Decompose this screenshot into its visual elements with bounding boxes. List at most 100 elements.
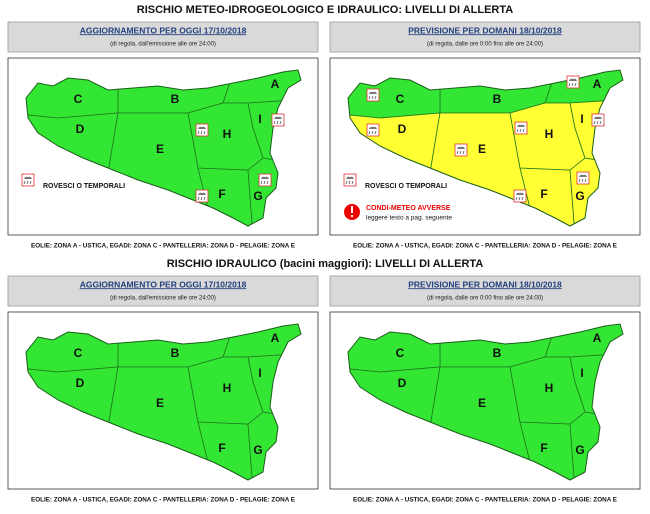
icon-frame bbox=[195, 123, 209, 137]
icon-rain bbox=[515, 196, 524, 201]
storm-icon bbox=[343, 173, 357, 187]
icon-frame bbox=[258, 173, 272, 187]
icon-frame bbox=[576, 171, 590, 185]
panel-header-box bbox=[329, 275, 641, 307]
icon-cloud bbox=[516, 192, 524, 195]
panel-header: AGGIORNAMENTO PER OGGI 17/10/2018 bbox=[80, 25, 247, 35]
panel-subtitle: (di regola, dalle ore 0:00 fino alle ore… bbox=[427, 42, 543, 48]
zone-label: H bbox=[545, 381, 554, 395]
icon-cloud bbox=[369, 126, 377, 129]
panel-footer: EOLIE: ZONA A - USTICA, EGADI: ZONA C - … bbox=[31, 243, 295, 250]
icon-rain bbox=[456, 150, 465, 155]
icon-rain bbox=[345, 180, 354, 185]
icon-frame bbox=[566, 75, 580, 89]
panel-header: PREVISIONE PER DOMANI 18/10/2018 bbox=[408, 279, 562, 289]
zone-label: A bbox=[271, 331, 280, 345]
zone-label: B bbox=[493, 346, 502, 360]
zone-label: A bbox=[593, 77, 602, 91]
zone-label: D bbox=[76, 376, 85, 390]
panel-header-box bbox=[7, 275, 319, 307]
warning-dot bbox=[351, 215, 353, 217]
icon-frame bbox=[366, 123, 380, 137]
storm-icon bbox=[591, 113, 605, 127]
coastline bbox=[25, 69, 302, 227]
storm-icon bbox=[454, 143, 468, 157]
icon-rain bbox=[273, 120, 282, 125]
icon-cloud bbox=[457, 146, 465, 149]
storm-icon bbox=[21, 173, 35, 187]
storm-icon bbox=[514, 121, 528, 135]
icon-frame bbox=[195, 189, 209, 203]
zone-label: E bbox=[156, 142, 164, 156]
icon-rain bbox=[516, 128, 525, 133]
panel: PREVISIONE PER DOMANI 18/10/2018 (di rego… bbox=[329, 275, 641, 504]
icon-rain bbox=[197, 196, 206, 201]
storm-icon bbox=[576, 171, 590, 185]
zone-label: A bbox=[271, 77, 280, 91]
icon-cloud bbox=[346, 176, 354, 179]
icon-cloud bbox=[261, 176, 269, 179]
icon-frame bbox=[21, 173, 35, 187]
panel: PREVISIONE PER DOMANI 18/10/2018 (di rego… bbox=[329, 21, 641, 250]
zone-label: I bbox=[258, 112, 261, 126]
icon-frame bbox=[343, 173, 357, 187]
zone-label: I bbox=[580, 366, 583, 380]
icon-rain bbox=[368, 130, 377, 135]
zone-label: B bbox=[171, 92, 180, 106]
zone-label: C bbox=[396, 92, 405, 106]
zone-label: E bbox=[478, 142, 486, 156]
zone-label: C bbox=[396, 346, 405, 360]
zone-label: G bbox=[253, 189, 262, 203]
storm-icon bbox=[513, 189, 527, 203]
zone-label: B bbox=[171, 346, 180, 360]
icon-cloud bbox=[517, 124, 525, 127]
icon-cloud bbox=[24, 176, 32, 179]
section-title: RISCHIO METEO-IDROGEOLOGICO E IDRAULICO:… bbox=[137, 4, 513, 16]
panel: AGGIORNAMENTO PER OGGI 17/10/2018 (di reg… bbox=[7, 21, 319, 250]
coastline bbox=[347, 323, 624, 481]
panel-footer: EOLIE: ZONA A - USTICA, EGADI: ZONA C - … bbox=[31, 497, 295, 504]
zone-label: G bbox=[253, 443, 262, 457]
zone-label: D bbox=[76, 122, 85, 136]
panel: AGGIORNAMENTO PER OGGI 17/10/2018 (di reg… bbox=[7, 275, 319, 504]
storm-icon bbox=[195, 123, 209, 137]
zone-label: G bbox=[575, 189, 584, 203]
icon-rain bbox=[568, 82, 577, 87]
storm-icon bbox=[258, 173, 272, 187]
zone-label: H bbox=[223, 127, 232, 141]
zone-label: A bbox=[593, 331, 602, 345]
storm-icon bbox=[566, 75, 580, 89]
panel-subtitle: (di regola, dall'emissione alle ore 24:0… bbox=[110, 296, 216, 302]
zone-label: C bbox=[74, 92, 83, 106]
panel-header-box bbox=[329, 21, 641, 53]
panel-header-box bbox=[7, 21, 319, 53]
icon-cloud bbox=[569, 78, 577, 81]
icon-frame bbox=[514, 121, 528, 135]
zone-label: D bbox=[398, 122, 407, 136]
icon-rain bbox=[197, 130, 206, 135]
storm-icon bbox=[366, 123, 380, 137]
warning-note: leggere testo a pag. seguente bbox=[366, 215, 452, 222]
icon-frame bbox=[513, 189, 527, 203]
icon-cloud bbox=[198, 126, 206, 129]
zone-label: F bbox=[218, 441, 225, 455]
zone-label: H bbox=[223, 381, 232, 395]
zone-label: H bbox=[545, 127, 554, 141]
zone-label: G bbox=[575, 443, 584, 457]
panel-footer: EOLIE: ZONA A - USTICA, EGADI: ZONA C - … bbox=[353, 243, 617, 250]
warning-mark bbox=[351, 206, 353, 213]
icon-rain bbox=[578, 178, 587, 183]
icon-cloud bbox=[274, 116, 282, 119]
icon-rain bbox=[368, 95, 377, 100]
storm-icon bbox=[195, 189, 209, 203]
zone-label: F bbox=[540, 187, 547, 201]
legend-text: ROVESCI O TEMPORALI bbox=[43, 183, 125, 190]
legend-text: ROVESCI O TEMPORALI bbox=[365, 183, 447, 190]
icon-rain bbox=[593, 120, 602, 125]
zone-label: E bbox=[478, 396, 486, 410]
storm-icon bbox=[271, 113, 285, 127]
zone-label: B bbox=[493, 92, 502, 106]
zone-label: E bbox=[156, 396, 164, 410]
icon-frame bbox=[271, 113, 285, 127]
